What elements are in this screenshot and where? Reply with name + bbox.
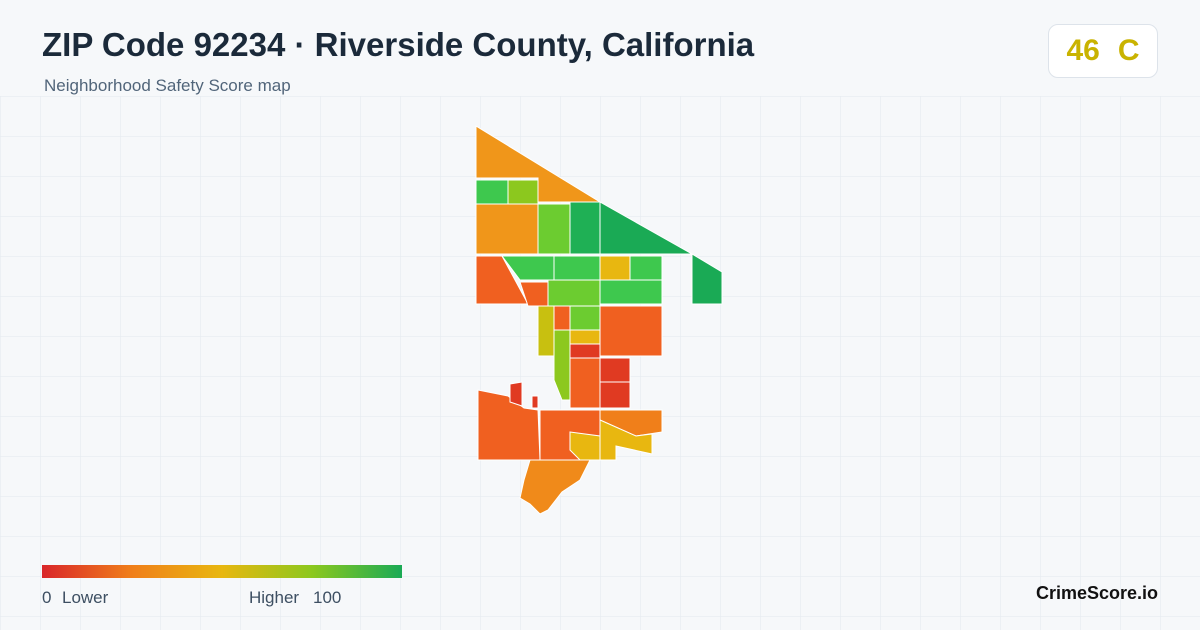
area — [475, 179, 509, 205]
legend-gradient — [42, 565, 402, 578]
area — [599, 357, 631, 383]
area — [569, 329, 601, 345]
area — [599, 305, 663, 357]
legend-low-label: Lower — [62, 588, 109, 607]
area — [507, 179, 539, 205]
area — [537, 203, 571, 255]
subtitle: Neighborhood Safety Score map — [44, 76, 291, 95]
area — [553, 305, 571, 331]
area — [475, 203, 539, 255]
area — [569, 343, 601, 359]
area — [599, 255, 631, 281]
title: ZIP Code 92234 · Riverside County, Calif… — [42, 26, 755, 63]
area — [599, 419, 653, 461]
area — [553, 255, 601, 281]
area — [531, 395, 539, 409]
zip-areas — [475, 125, 723, 515]
grade: C — [1117, 34, 1140, 67]
area — [509, 381, 523, 407]
area — [477, 389, 541, 461]
area — [599, 381, 631, 409]
legend-high-label: Higher — [249, 588, 300, 607]
area — [599, 201, 694, 255]
score-badge: 46 C — [1048, 24, 1158, 78]
area — [569, 305, 601, 331]
area — [519, 459, 591, 515]
area — [537, 305, 555, 357]
area — [569, 357, 601, 409]
brand: CrimeScore.io — [1035, 583, 1158, 603]
area — [629, 255, 663, 281]
area — [599, 279, 663, 305]
area — [691, 253, 723, 305]
area — [553, 329, 571, 401]
score: 46 — [1066, 34, 1100, 67]
area — [547, 279, 601, 307]
area — [569, 201, 601, 255]
legend-min: 0 — [42, 588, 52, 607]
legend-max: 100 — [313, 588, 342, 607]
